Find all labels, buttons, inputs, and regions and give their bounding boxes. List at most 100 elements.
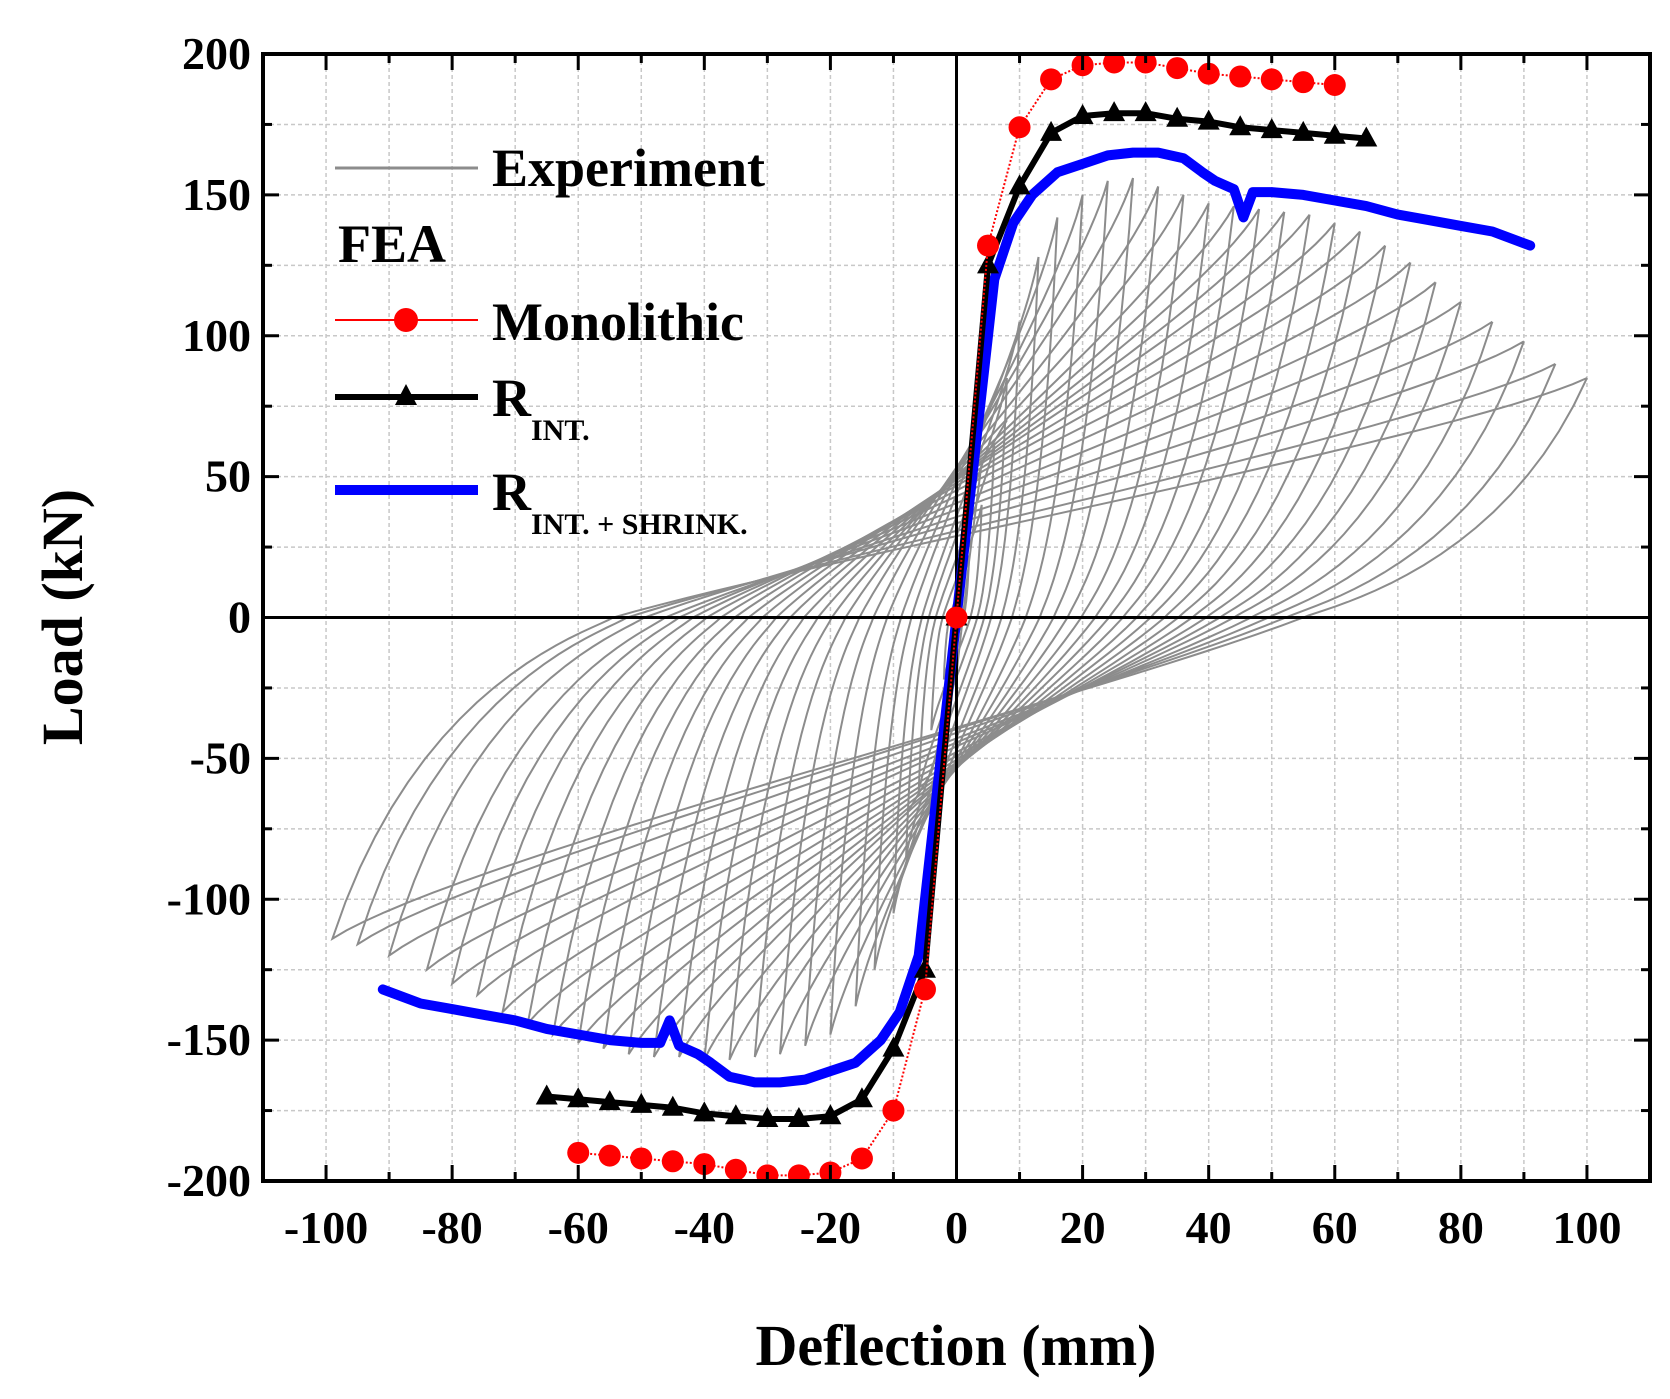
- x-tick-label: 20: [1060, 1202, 1106, 1253]
- legend-rshrink-sub: INT. + SHRINK.: [531, 508, 748, 541]
- rint-marker: [535, 1084, 558, 1105]
- x-axis-title: Deflection (mm): [756, 1313, 1157, 1378]
- legend-rint-main: R: [492, 368, 532, 428]
- rint-marker: [1071, 103, 1094, 124]
- monolithic-marker: [787, 1164, 810, 1181]
- y-tick-label: 50: [205, 451, 251, 502]
- monolithic-marker: [977, 234, 1000, 257]
- monolithic-marker: [1040, 68, 1063, 91]
- rint-marker: [756, 1107, 779, 1128]
- experiment-loop: [425, 320, 1494, 973]
- x-tick-label: -40: [674, 1202, 735, 1253]
- rint-marker: [1103, 101, 1126, 122]
- rint-marker: [724, 1104, 747, 1125]
- monolithic-marker: [661, 1150, 684, 1173]
- rint-marker: [1323, 123, 1346, 144]
- monolithic-marker: [1197, 62, 1220, 85]
- legend-monolithic-marker: [394, 308, 418, 332]
- experiment-loop: [475, 281, 1437, 998]
- x-tick-label: 80: [1438, 1202, 1484, 1253]
- experiment-loop: [753, 186, 1160, 1058]
- experiment-loop: [728, 194, 1185, 1061]
- monolithic-marker: [724, 1158, 747, 1181]
- experiment-loop: [678, 205, 1235, 1058]
- monolithic-marker: [1166, 57, 1189, 80]
- x-tick-label: -80: [421, 1202, 482, 1253]
- monolithic-marker: [1134, 54, 1157, 74]
- x-tick-label: 100: [1552, 1202, 1621, 1253]
- legend-monolithic-label: Monolithic: [492, 292, 744, 352]
- rint-marker: [977, 253, 1000, 274]
- monolithic-marker: [598, 1144, 621, 1167]
- rshrink-line-positive: [951, 147, 1536, 623]
- legend: Experiment FEA Monolithic RINT. RINT. + …: [335, 138, 765, 541]
- experiment-loop: [602, 213, 1311, 1050]
- y-tick-label: -200: [167, 1155, 251, 1206]
- y-tick-label: 0: [228, 592, 251, 643]
- rint-marker: [787, 1107, 810, 1128]
- rint-marker: [1166, 106, 1189, 127]
- monolithic-marker: [882, 1099, 905, 1122]
- monolithic-marker: [630, 1147, 653, 1170]
- experiment-loop: [450, 301, 1462, 987]
- monolithic-marker: [913, 978, 936, 1001]
- rint-marker: [1008, 174, 1031, 195]
- rint-marker: [693, 1101, 716, 1122]
- experiment-loop: [577, 222, 1336, 1044]
- monolithic-marker: [1103, 54, 1126, 74]
- rint-marker: [850, 1087, 873, 1108]
- monolithic-marker: [1260, 68, 1283, 91]
- legend-rint-label: RINT.: [492, 368, 590, 447]
- x-tick-label: 60: [1312, 1202, 1358, 1253]
- x-tick-label: 40: [1186, 1202, 1232, 1253]
- y-axis-title: Load (kN): [30, 489, 95, 745]
- legend-rshrink-label: RINT. + SHRINK.: [492, 462, 748, 541]
- monolithic-marker: [1292, 71, 1315, 94]
- rint-marker: [913, 957, 936, 978]
- monolithic-marker: [1229, 65, 1252, 88]
- rint-marker: [567, 1087, 590, 1108]
- experiment-loop: [387, 340, 1525, 959]
- monolithic-marker: [945, 606, 968, 629]
- rint-marker: [1197, 109, 1220, 130]
- x-tick-label: -100: [284, 1202, 368, 1253]
- y-tick-label: -50: [190, 732, 251, 783]
- experiment-loop: [355, 363, 1557, 947]
- rint-marker: [1292, 120, 1315, 141]
- rint-marker: [882, 1036, 905, 1057]
- experiment-loop: [652, 208, 1261, 1058]
- legend-rint-marker: [395, 384, 417, 405]
- y-tick-label: -150: [167, 1014, 251, 1065]
- x-tick-label: -60: [548, 1202, 609, 1253]
- y-tick-label: -100: [167, 873, 251, 924]
- monolithic-marker: [850, 1147, 873, 1170]
- rint-marker: [661, 1095, 684, 1116]
- rint-marker: [819, 1104, 842, 1125]
- rint-marker: [598, 1090, 621, 1111]
- monolithic-marker: [1323, 73, 1346, 96]
- experiment-loop: [627, 211, 1286, 1055]
- rint-marker: [1229, 115, 1252, 136]
- legend-experiment-label: Experiment: [492, 138, 765, 198]
- rint-marker: [1134, 101, 1157, 122]
- monolithic-marker: [1008, 116, 1031, 139]
- y-tick-label: 200: [182, 28, 251, 79]
- rint-marker: [1040, 120, 1063, 141]
- legend-rshrink-main: R: [492, 462, 532, 522]
- y-tick-label: 150: [182, 169, 251, 220]
- legend-rint-sub: INT.: [531, 414, 590, 447]
- experiment-loop: [330, 377, 1588, 941]
- experiment-loop: [500, 261, 1412, 1016]
- experiment-loop: [779, 177, 1134, 1055]
- y-tick-label: 100: [182, 310, 251, 361]
- x-tick-label: 0: [945, 1202, 968, 1253]
- rint-marker: [1260, 118, 1283, 139]
- rint-marker: [1355, 126, 1378, 147]
- rshrink-line-negative: [377, 612, 962, 1088]
- monolithic-marker: [567, 1141, 590, 1164]
- monolithic-marker: [693, 1153, 716, 1176]
- legend-fea-header: FEA: [338, 214, 446, 274]
- x-tick-label: -20: [800, 1202, 861, 1253]
- rint-marker: [630, 1092, 653, 1113]
